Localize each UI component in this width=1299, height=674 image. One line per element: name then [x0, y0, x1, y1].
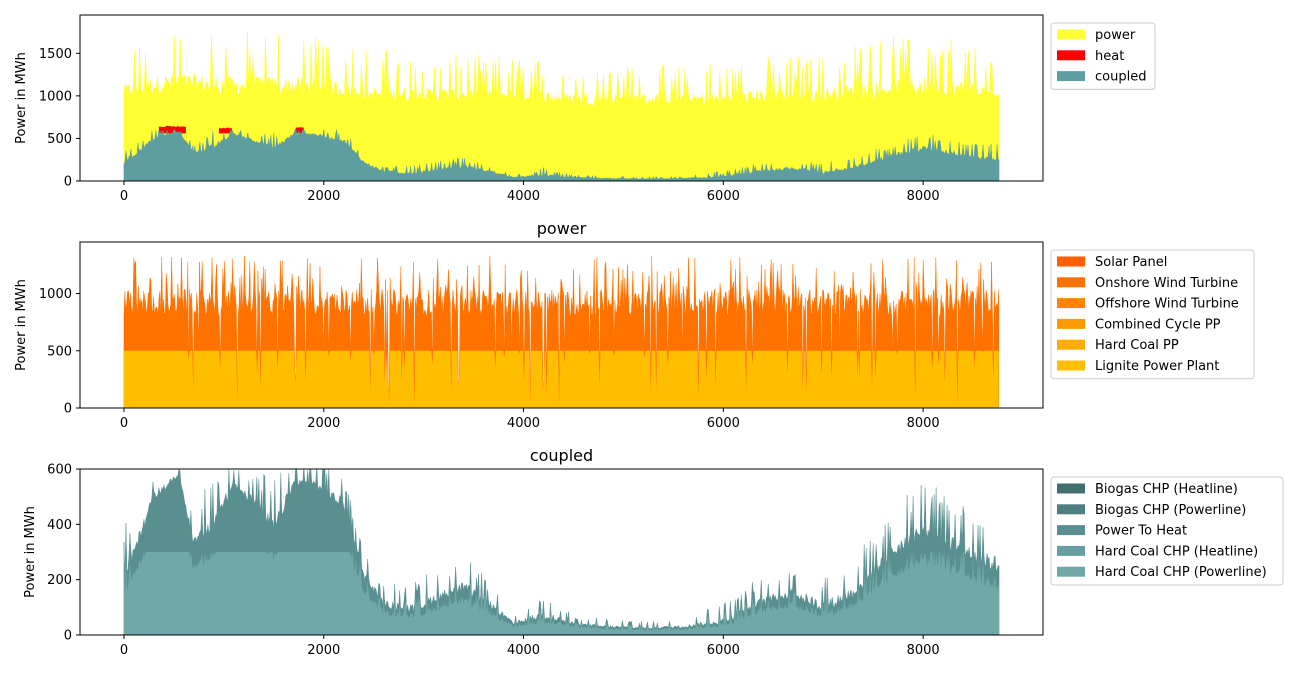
- legend-swatch: [1057, 71, 1085, 82]
- series-heat: [218, 127, 232, 134]
- x-tick-label: 0: [120, 189, 128, 204]
- y-tick-label: 500: [47, 344, 72, 359]
- legend-box: [1050, 249, 1255, 380]
- x-tick-label: 8000: [907, 189, 940, 204]
- axes-frame: [79, 14, 1044, 182]
- x-tick-label: 2000: [307, 643, 340, 658]
- x-tick-label: 6000: [707, 643, 740, 658]
- x-tick-label: 4000: [507, 416, 540, 431]
- legend-swatch: [1057, 318, 1085, 329]
- x-tick-label: 8000: [907, 416, 940, 431]
- y-axis-label: Power in MWh: [14, 279, 29, 371]
- legend-swatch: [1057, 566, 1085, 577]
- y-tick-label: 1000: [39, 89, 72, 104]
- legend-swatch: [1057, 339, 1085, 350]
- y-axis-label: Power in MWh: [23, 506, 38, 598]
- legend-label: Onshore Wind Turbine: [1095, 276, 1238, 291]
- plot-area: [123, 469, 1000, 635]
- chart-panel-overview: 0 2000 4000 6000 8000 0 500 1000 1500 Power in MW…: [14, 14, 1156, 204]
- x-tick-label: 2000: [307, 189, 340, 204]
- y-tick-label: 600: [47, 463, 72, 478]
- series-heat: [295, 126, 304, 134]
- legend-label: Hard Coal CHP (Heatline): [1095, 544, 1258, 559]
- series-coupled: [123, 127, 1000, 181]
- x-tick-label: 2000: [307, 416, 340, 431]
- legend-label: Hard Coal PP: [1095, 338, 1179, 353]
- legend-swatch: [1057, 483, 1085, 494]
- legend-label: heat: [1095, 49, 1124, 64]
- y-tick-label: 200: [47, 573, 72, 588]
- y-tick-label: 500: [47, 132, 72, 147]
- x-tick-label: 6000: [707, 416, 740, 431]
- x-tick-label: 6000: [707, 189, 740, 204]
- legend-label: Biogas CHP (Powerline): [1095, 503, 1246, 518]
- y-tick-label: 0: [64, 629, 72, 644]
- chart-panel-coupled: 0 2000 4000 6000 8000 0 200 400 600 Power in MWh c…: [23, 446, 1284, 658]
- legend-label: Solar Panel: [1095, 255, 1167, 270]
- legend-label: Combined Cycle PP: [1095, 317, 1221, 332]
- legend-swatch: [1057, 504, 1085, 515]
- x-tick-label: 4000: [507, 189, 540, 204]
- panel-title: coupled: [530, 446, 593, 465]
- plot-area: [123, 31, 1000, 181]
- y-tick-label: 1500: [39, 47, 72, 62]
- panel-title: power: [537, 219, 587, 238]
- legend-swatch: [1057, 29, 1085, 40]
- axes-frame: [79, 468, 1044, 636]
- plot-area: [123, 255, 999, 408]
- y-tick-label: 400: [47, 518, 72, 533]
- series-hard-coal-chp-powerline: [123, 552, 1000, 635]
- y-tick-label: 0: [64, 402, 72, 417]
- legend-swatch: [1057, 525, 1085, 536]
- legend-box: [1050, 476, 1284, 586]
- legend-label: Hard Coal CHP (Powerline): [1095, 565, 1267, 580]
- series-heat: [158, 125, 186, 134]
- legend-label: Lignite Power Plant: [1095, 359, 1219, 374]
- legend-label: Power To Heat: [1095, 524, 1187, 539]
- x-tick-label: 0: [120, 643, 128, 658]
- legend-swatch: [1057, 50, 1085, 61]
- legend-swatch: [1057, 256, 1085, 267]
- legend-swatch: [1057, 545, 1085, 556]
- y-tick-label: 1000: [39, 287, 72, 302]
- legend-label: coupled: [1095, 70, 1146, 85]
- chart-panel-power: 0 2000 4000 6000 8000 0 500 1000 Power in MWh pow…: [14, 219, 1255, 431]
- axes-frame: [79, 241, 1044, 409]
- x-tick-label: 8000: [907, 643, 940, 658]
- x-tick-label: 0: [120, 416, 128, 431]
- legend-label: power: [1095, 28, 1136, 43]
- legend-swatch: [1057, 277, 1085, 288]
- series-lignite: [123, 350, 999, 408]
- legend-label: Offshore Wind Turbine: [1095, 297, 1239, 312]
- x-tick-label: 4000: [507, 643, 540, 658]
- y-tick-label: 0: [64, 175, 72, 190]
- y-axis-label: Power in MWh: [14, 52, 29, 144]
- legend-label: Biogas CHP (Heatline): [1095, 482, 1238, 497]
- legend-swatch: [1057, 298, 1085, 309]
- legend-swatch: [1057, 360, 1085, 371]
